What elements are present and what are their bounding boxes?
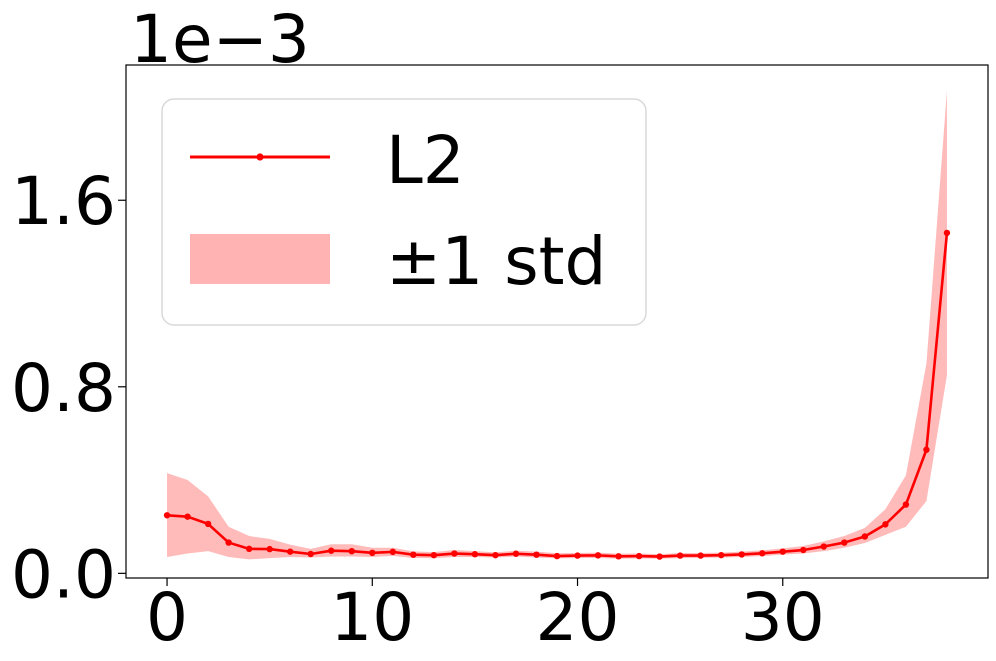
data-point <box>717 551 725 559</box>
legend-band-swatch <box>190 234 330 284</box>
data-point <box>471 551 479 558</box>
data-point <box>430 551 438 559</box>
data-point <box>266 545 273 553</box>
data-point <box>533 551 540 558</box>
data-point <box>328 547 335 554</box>
data-point <box>245 545 253 553</box>
data-point <box>902 501 910 508</box>
plot-area-frame <box>125 64 989 579</box>
data-point <box>307 550 314 558</box>
data-point <box>553 552 561 560</box>
data-point <box>656 553 663 560</box>
legend-label-l2: L2 <box>386 122 465 199</box>
series-points-layer <box>163 229 951 560</box>
y-tick-label: 1.6 <box>11 163 116 240</box>
data-point <box>348 547 355 555</box>
data-point <box>861 533 869 540</box>
x-tick-label: 0 <box>146 579 188 656</box>
data-point <box>635 552 643 560</box>
data-point <box>594 552 602 559</box>
data-point <box>820 543 828 550</box>
y-axis: 0.0 0.8 1.6 <box>11 163 126 613</box>
data-point <box>512 550 520 557</box>
x-tick-label: 10 <box>330 579 414 656</box>
legend-marker-swatch <box>256 153 264 161</box>
data-point <box>204 520 212 528</box>
y-axis-scale-label: 1e−3 <box>130 1 310 78</box>
data-point <box>697 552 704 559</box>
data-point <box>615 553 622 560</box>
data-point <box>841 539 848 546</box>
data-point <box>225 539 232 546</box>
x-axis: 0 10 20 30 <box>146 578 825 656</box>
data-point <box>184 513 191 520</box>
data-point <box>923 446 930 453</box>
y-tick-label: 0.8 <box>11 350 116 427</box>
data-point <box>738 551 745 558</box>
data-point <box>943 229 951 237</box>
data-point <box>800 546 807 554</box>
data-point <box>451 550 458 557</box>
legend-label-std: ±1 std <box>386 223 606 300</box>
x-tick-label: 20 <box>536 579 620 656</box>
legend: L2 ±1 std <box>161 98 647 326</box>
data-point <box>492 551 499 559</box>
data-point <box>882 521 889 528</box>
data-point <box>369 549 376 557</box>
data-point <box>759 550 766 557</box>
data-point <box>163 512 171 519</box>
data-point <box>389 548 397 556</box>
y-tick-label: 0.0 <box>11 536 116 613</box>
data-point <box>574 552 581 559</box>
data-point <box>286 548 294 555</box>
data-point <box>779 548 786 555</box>
x-tick-label: 30 <box>741 579 825 656</box>
data-point <box>410 551 417 558</box>
data-point <box>676 552 684 559</box>
